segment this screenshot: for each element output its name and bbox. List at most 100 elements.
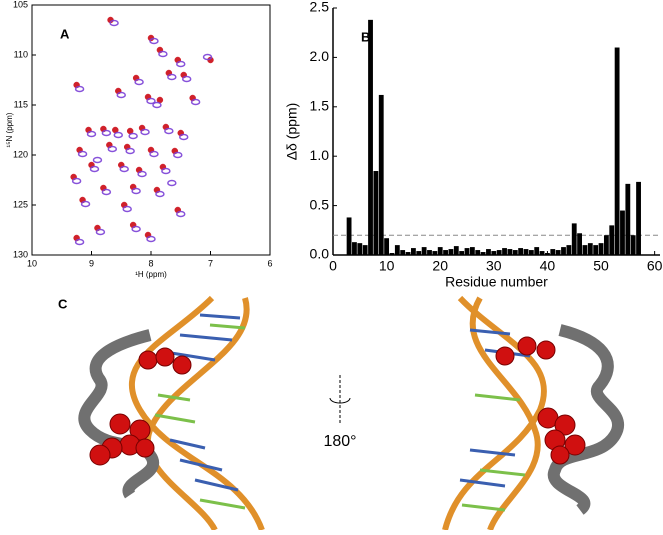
peak xyxy=(152,101,162,109)
bar xyxy=(502,248,507,255)
bar xyxy=(587,243,593,255)
bar xyxy=(625,183,631,255)
peak xyxy=(149,37,159,45)
bar xyxy=(389,253,395,255)
bar xyxy=(400,250,406,255)
bar xyxy=(491,251,497,255)
x-tick-label: 10 xyxy=(27,258,37,268)
peak xyxy=(80,200,91,208)
bar xyxy=(566,245,572,255)
bar xyxy=(459,251,465,255)
bar xyxy=(443,250,448,255)
x-tick-label: 50 xyxy=(593,258,609,274)
bar xyxy=(577,233,583,255)
bar xyxy=(464,248,470,255)
y-tick-label: 0.5 xyxy=(310,196,330,212)
bar xyxy=(571,223,577,255)
x-tick-label: 0 xyxy=(329,258,337,274)
peak xyxy=(77,150,88,158)
peak xyxy=(113,131,124,139)
bar xyxy=(427,250,432,255)
peak xyxy=(122,205,132,213)
bar xyxy=(405,252,411,255)
y-tick-label: 1.0 xyxy=(310,147,330,163)
bar xyxy=(609,225,615,255)
x-tick-label: 30 xyxy=(486,258,502,274)
y-axis-label: Δδ (ppm) xyxy=(284,103,300,161)
peak xyxy=(95,228,106,236)
peak xyxy=(164,127,174,135)
bar xyxy=(378,94,384,255)
peak xyxy=(134,78,144,86)
peak xyxy=(149,150,159,158)
peak xyxy=(74,238,85,246)
dna-strand xyxy=(129,295,265,532)
y-tick-label: 1.5 xyxy=(310,98,330,114)
bar xyxy=(357,243,363,255)
bar xyxy=(614,47,620,255)
bar xyxy=(555,250,561,255)
peak xyxy=(202,53,213,61)
peak xyxy=(119,165,129,173)
bar xyxy=(437,247,443,255)
bar xyxy=(593,245,599,255)
peak xyxy=(74,85,85,93)
bar xyxy=(523,249,529,255)
peak xyxy=(140,128,150,136)
bar xyxy=(416,251,422,255)
bar xyxy=(561,247,566,255)
x-tick-label: 60 xyxy=(647,258,663,274)
bar xyxy=(539,251,545,255)
bar xyxy=(507,249,513,255)
y-axis-label: ¹⁵N (ppm) xyxy=(5,112,14,147)
peak xyxy=(89,165,100,173)
x-axis-label: Residue number xyxy=(445,274,548,290)
peak xyxy=(146,97,156,105)
protein-helix xyxy=(547,324,624,515)
x-tick-label: 20 xyxy=(432,258,448,274)
y-tick-label: 130 xyxy=(13,249,28,259)
bar xyxy=(620,210,625,255)
peak xyxy=(92,156,103,164)
base-pairs xyxy=(459,328,531,488)
peak xyxy=(86,130,97,138)
structure-left xyxy=(78,295,265,532)
bar xyxy=(384,238,390,255)
panel-label: C xyxy=(58,296,68,311)
x-tick-label: 40 xyxy=(540,258,556,274)
dna-strand xyxy=(469,296,541,532)
bar xyxy=(362,245,368,255)
protein-helix xyxy=(78,329,159,499)
panel-label: B xyxy=(361,29,370,44)
bar xyxy=(410,248,416,255)
bar xyxy=(448,249,454,255)
bar xyxy=(475,250,481,255)
bar xyxy=(368,19,373,255)
bar xyxy=(545,253,550,255)
bar xyxy=(469,247,475,255)
bar xyxy=(496,250,502,255)
y-tick-label: 115 xyxy=(14,99,28,109)
spheres xyxy=(89,347,192,466)
bar xyxy=(534,247,540,255)
peak xyxy=(176,60,186,68)
y-tick-label: 2.5 xyxy=(310,0,330,15)
bar xyxy=(480,252,486,255)
x-axis-label: ¹H (ppm) xyxy=(135,270,167,279)
bar xyxy=(636,181,641,255)
bar xyxy=(373,171,379,255)
peak xyxy=(107,145,118,153)
peak xyxy=(116,91,126,99)
peak xyxy=(173,151,183,159)
x-tick-label: 9 xyxy=(89,258,94,268)
x-tick-label: 8 xyxy=(148,258,153,268)
peak xyxy=(71,177,82,185)
bar xyxy=(453,246,459,255)
bar xyxy=(346,217,352,255)
y-tick-label: 105 xyxy=(13,0,28,9)
spheres xyxy=(495,336,586,465)
peak xyxy=(158,50,168,58)
peak xyxy=(128,132,138,140)
